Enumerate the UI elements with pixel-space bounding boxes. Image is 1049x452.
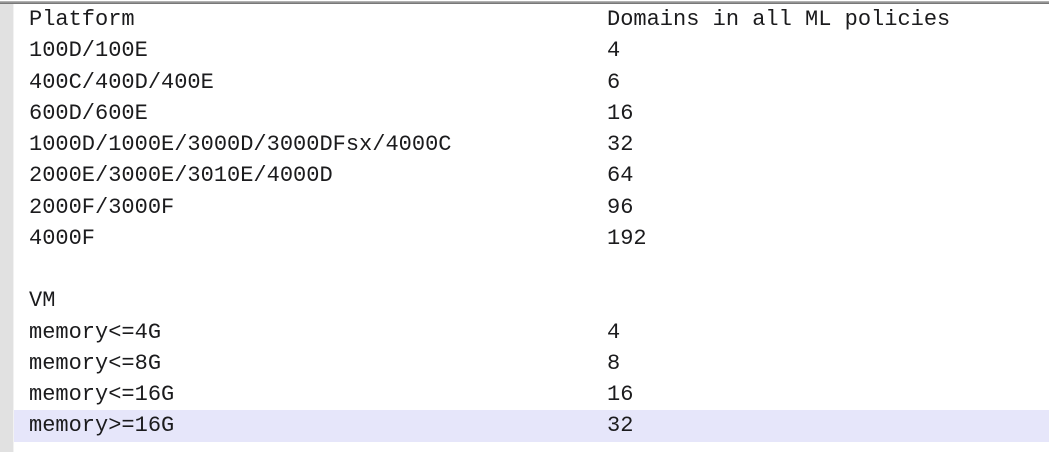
domains-cell: 32 (607, 413, 634, 439)
domains-cell: 96 (607, 194, 634, 220)
domains-cell: 16 (607, 382, 634, 407)
platform-cell: 600D/600E (29, 100, 148, 126)
domains-cell: 6 (607, 69, 621, 95)
table-row[interactable]: 400C/400D/400E 6 (14, 67, 1049, 98)
table-row[interactable]: 2000E/3000E/3010E/4000D 64 (14, 160, 1049, 191)
domains-cell: 4 (607, 319, 621, 345)
left-gutter (0, 4, 14, 452)
table-row-selected[interactable]: memory>=16G 32 (14, 410, 1049, 442)
table-row[interactable]: 100D/100E 4 (14, 35, 1049, 66)
window-top-border (0, 1, 1049, 4)
platform-cell: memory<=8G (29, 350, 162, 376)
platform-cell: 400C/400D/400E (29, 69, 214, 95)
table-row[interactable]: 2000F/3000F 96 (14, 192, 1049, 223)
table-row[interactable]: 1000D/1000E/3000D/3000DFsx/4000C 32 (14, 129, 1049, 160)
vm-section-label: VM (29, 288, 56, 314)
table-row[interactable]: 600D/600E 16 (14, 98, 1049, 129)
domains-cell: 192 (607, 225, 647, 251)
table-header-row: Platform Domains in all ML policies (14, 4, 1049, 35)
domains-cell: 64 (607, 163, 634, 189)
table-row[interactable]: memory<=8G 8 (14, 348, 1049, 379)
platform-cell: 1000D/1000E/3000D/3000DFsx/4000C (29, 132, 452, 157)
column-header-domains: Domains in all ML policies (607, 7, 951, 32)
table-row[interactable]: memory<=4G 4 (14, 317, 1049, 348)
platform-cell: memory<=4G (29, 319, 162, 345)
platform-cell: memory>=16G (29, 413, 175, 439)
domains-cell: 16 (607, 100, 634, 126)
platform-cell: 2000E/3000E/3010E/4000D (29, 163, 333, 189)
table-row[interactable]: memory<=16G 16 (14, 379, 1049, 410)
blank-spacer-row (14, 254, 1049, 285)
platform-cell: 100D/100E (29, 38, 148, 64)
column-header-platform: Platform (29, 7, 135, 32)
table-row[interactable]: 4000F 192 (14, 223, 1049, 254)
domains-cell: 32 (607, 132, 634, 157)
platform-cell: 2000F/3000F (29, 194, 175, 220)
platform-cell: 4000F (29, 225, 96, 251)
domains-cell: 8 (607, 350, 621, 376)
domains-table: Platform Domains in all ML policies 100D… (14, 4, 1049, 442)
platform-cell: memory<=16G (29, 382, 175, 407)
vm-section-header-row: VM (14, 285, 1049, 316)
domains-cell: 4 (607, 38, 621, 64)
